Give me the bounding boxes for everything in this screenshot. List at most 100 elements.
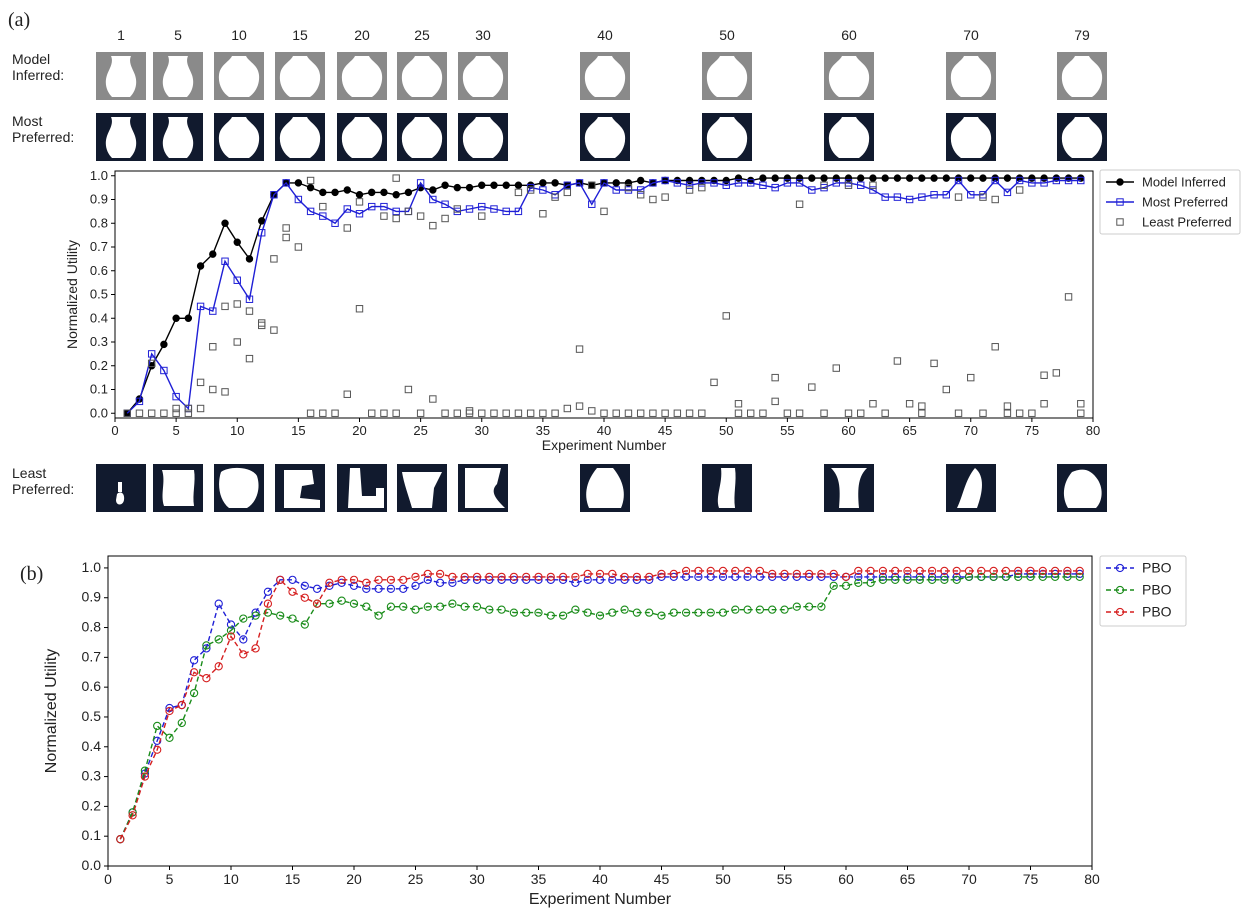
data-point: [881, 174, 889, 182]
model-inferred-vessel-shape: [162, 56, 194, 97]
data-point: [374, 584, 383, 593]
legend-marker: [1116, 218, 1124, 226]
data-point: [514, 181, 523, 189]
legend-entry: PBO: [1106, 582, 1172, 598]
data-point: [583, 575, 592, 584]
data-point: [780, 605, 789, 614]
data-point: [214, 635, 223, 644]
data-point: [380, 188, 388, 197]
data-point: [817, 602, 826, 611]
data-point: [233, 300, 241, 308]
data-point: [263, 608, 273, 617]
data-point: [558, 575, 568, 584]
data-point: [954, 176, 963, 185]
data-point: [526, 409, 535, 417]
data-point: [478, 409, 486, 417]
x-tick-label: 35: [536, 423, 550, 438]
least-preferred-vessel-shape: [957, 468, 982, 508]
data-point: [624, 183, 633, 192]
thumbnail-label: 70: [963, 27, 979, 43]
data-point: [942, 385, 950, 394]
data-point: [731, 572, 740, 582]
data-point: [380, 409, 388, 417]
data-point: [710, 179, 718, 187]
x-tick-label: 40: [592, 871, 608, 887]
legend-entry: Most Preferred: [1106, 195, 1228, 210]
data-point: [891, 575, 900, 584]
data-point: [954, 409, 963, 417]
data-point: [718, 566, 728, 576]
data-point: [866, 572, 875, 582]
data-point: [172, 404, 180, 413]
data-point: [780, 569, 789, 579]
least-preferred-vessel-shape: [284, 470, 320, 508]
data-point: [202, 674, 211, 683]
y-tick-label: 0.3: [82, 768, 102, 784]
data-point: [588, 181, 596, 189]
row-label-most-preferred-line1: Most: [12, 113, 42, 129]
data-point: [258, 229, 266, 237]
data-point: [448, 578, 457, 587]
row-label-model-inferred-line1: Model: [12, 51, 50, 67]
data-point: [989, 566, 998, 576]
data-point: [472, 602, 482, 611]
data-point: [755, 566, 765, 576]
data-point: [575, 402, 584, 410]
data-point: [465, 409, 474, 417]
thumbnail-label: 60: [841, 27, 857, 43]
data-point: [905, 195, 914, 204]
data-point: [571, 578, 580, 587]
data-point: [795, 174, 804, 182]
data-point: [669, 608, 678, 617]
data-point: [734, 174, 743, 182]
data-point: [759, 174, 767, 182]
x-tick-label: 45: [658, 423, 672, 438]
data-point: [731, 605, 740, 614]
data-point: [300, 593, 309, 602]
y-tick-label: 0.5: [90, 287, 108, 302]
row-label-most-preferred-line2: Preferred:: [12, 129, 74, 145]
x-tick-label: 50: [719, 423, 733, 438]
data-point: [245, 255, 254, 263]
model-inferred-vessel-shape: [279, 56, 321, 97]
data-point: [196, 404, 205, 413]
data-point: [583, 608, 592, 617]
data-point: [673, 179, 682, 187]
data-point: [685, 176, 694, 185]
data-point: [661, 176, 669, 185]
data-point: [539, 210, 547, 218]
data-point: [416, 409, 425, 417]
data-point: [743, 572, 752, 582]
data-point: [325, 599, 334, 608]
data-point: [128, 811, 137, 820]
model-inferred-vessel-shape: [401, 56, 443, 97]
data-point: [221, 219, 229, 227]
data-point: [866, 566, 875, 576]
data-point: [392, 214, 400, 223]
data-point: [771, 373, 779, 382]
data-point: [768, 569, 777, 579]
data-point: [172, 314, 180, 322]
data-point: [706, 608, 715, 617]
data-point: [942, 191, 950, 199]
x-tick-label: 5: [166, 871, 174, 887]
data-point: [429, 195, 437, 204]
model-inferred-vessel-shape: [950, 56, 992, 97]
data-point: [829, 581, 838, 590]
legend-entry: Least Preferred: [1116, 215, 1232, 230]
data-point: [472, 572, 482, 582]
legend: Model Inferred Most Preferred Least Prefer…: [1099, 169, 1241, 235]
data-point: [429, 395, 437, 403]
data-point: [783, 179, 792, 187]
data-point: [153, 745, 162, 754]
legend-label: PBO: [1142, 604, 1172, 620]
thumbnail-label: 10: [231, 27, 247, 43]
data-point: [135, 397, 144, 406]
series-line: [126, 179, 1081, 414]
y-tick-label: 0.7: [90, 239, 108, 254]
data-point: [319, 212, 327, 220]
data-point: [1040, 179, 1048, 187]
model-inferred-vessel-shape: [1061, 56, 1103, 97]
data-point: [903, 575, 912, 584]
data-point: [306, 409, 315, 417]
